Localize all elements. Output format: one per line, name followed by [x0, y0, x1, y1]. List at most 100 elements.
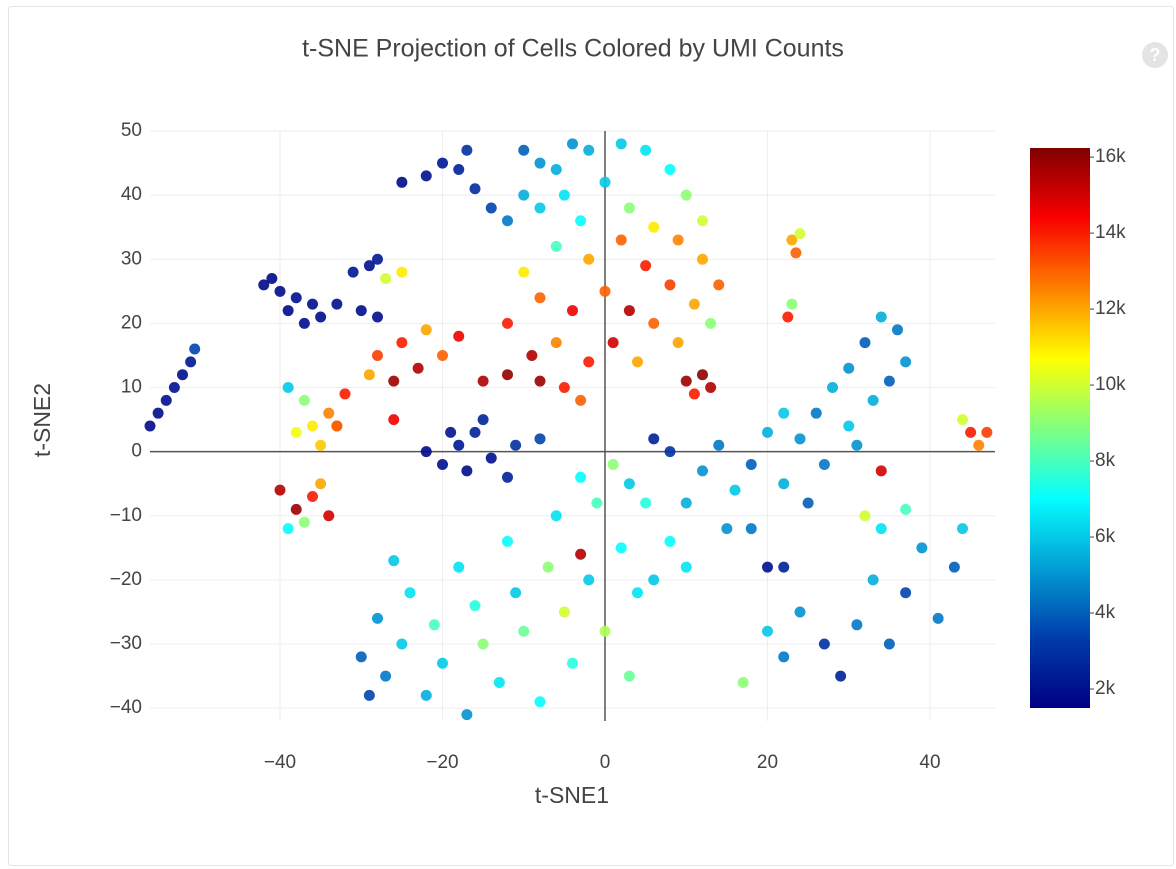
point: [575, 471, 587, 483]
point: [282, 305, 294, 317]
y-tick-label: −30: [110, 633, 142, 654]
point: [867, 574, 879, 586]
point: [664, 279, 676, 291]
point: [315, 478, 327, 490]
point: [510, 587, 522, 599]
point: [607, 337, 619, 349]
point: [567, 138, 578, 150]
y-tick-label: 40: [121, 184, 142, 205]
point: [575, 394, 587, 406]
point: [502, 369, 513, 381]
point: [810, 407, 822, 419]
point: [558, 189, 570, 201]
chart-title: t-SNE Projection of Cells Colored by UMI…: [302, 35, 844, 63]
point: [307, 420, 318, 432]
point: [640, 260, 652, 272]
point: [615, 234, 627, 246]
point: [534, 375, 546, 387]
point: [355, 651, 367, 663]
point: [502, 317, 513, 329]
point: [526, 349, 538, 361]
point: [688, 388, 700, 400]
x-tick-label: 40: [919, 752, 940, 773]
point: [648, 433, 660, 445]
point: [875, 311, 887, 323]
point: [437, 349, 448, 361]
point: [713, 439, 725, 451]
point: [355, 305, 367, 317]
point: [347, 266, 359, 278]
card: [8, 6, 1174, 866]
point: [177, 369, 188, 381]
point: [567, 657, 578, 669]
point: [632, 587, 643, 599]
point: [790, 247, 802, 259]
point: [331, 298, 343, 310]
point: [916, 542, 928, 554]
point: [323, 407, 335, 419]
point: [502, 535, 513, 547]
point: [680, 189, 692, 201]
point: [762, 561, 773, 573]
point: [372, 349, 383, 361]
y-tick-label: −40: [110, 697, 142, 718]
point: [558, 382, 570, 394]
point: [883, 638, 895, 650]
point: [900, 587, 912, 599]
point: [648, 317, 660, 329]
point: [664, 446, 676, 458]
point: [599, 625, 611, 637]
help-icon-label[interactable]: ?: [1150, 45, 1161, 65]
colorbar-tick-label: 16k: [1095, 146, 1126, 167]
point: [737, 677, 749, 689]
point: [778, 561, 790, 573]
point: [778, 651, 790, 663]
point: [189, 343, 201, 355]
point: [623, 670, 635, 682]
point: [900, 503, 912, 515]
point: [298, 394, 310, 406]
point: [827, 382, 838, 394]
point: [575, 548, 587, 560]
point: [380, 670, 392, 682]
point: [461, 144, 473, 156]
point: [786, 298, 798, 310]
point: [282, 382, 294, 394]
point: [640, 144, 652, 156]
point: [859, 510, 871, 522]
point: [713, 279, 725, 291]
y-tick-label: 0: [131, 441, 142, 462]
point: [892, 324, 903, 336]
point: [274, 285, 286, 297]
point: [550, 337, 562, 349]
point: [965, 426, 977, 438]
point: [290, 503, 302, 515]
point: [388, 555, 400, 567]
x-tick-label: −40: [264, 752, 296, 773]
point: [290, 292, 302, 304]
point: [461, 709, 473, 721]
point: [851, 439, 863, 451]
point: [518, 144, 530, 156]
point: [705, 382, 717, 394]
colorbar-tick-label: 4k: [1095, 602, 1116, 623]
point: [493, 677, 505, 689]
point: [258, 279, 270, 291]
y-tick-label: 20: [121, 312, 142, 333]
point: [307, 491, 318, 503]
point: [875, 523, 887, 535]
point: [680, 375, 692, 387]
point: [567, 305, 578, 317]
point: [957, 523, 968, 535]
point: [518, 189, 530, 201]
point: [957, 414, 968, 426]
point: [298, 317, 310, 329]
help-icon[interactable]: [1142, 42, 1168, 68]
point: [396, 176, 408, 188]
point: [534, 202, 546, 214]
point: [266, 273, 278, 284]
point: [697, 369, 708, 381]
point: [688, 298, 700, 310]
point: [469, 183, 481, 195]
